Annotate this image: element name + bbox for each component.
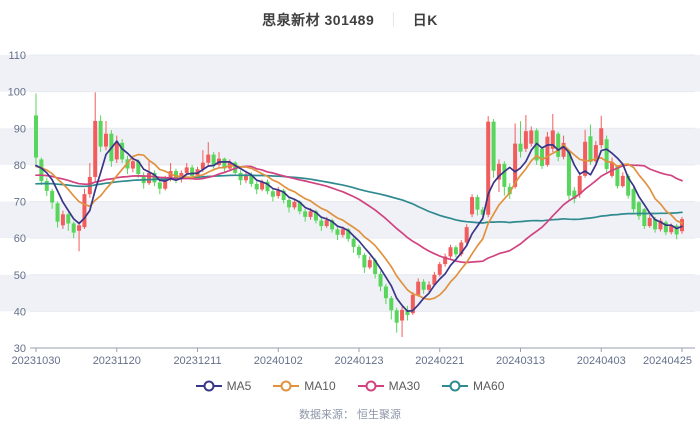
svg-text:20240221: 20240221 — [415, 355, 464, 367]
svg-text:20240425: 20240425 — [643, 355, 692, 367]
svg-text:110: 110 — [8, 50, 26, 62]
title-separator: ｜ — [386, 12, 401, 28]
legend-marker-ma60 — [442, 380, 469, 392]
legend-item-ma10[interactable]: MA10 — [273, 379, 336, 393]
legend-label: MA60 — [473, 379, 505, 393]
svg-text:40: 40 — [14, 306, 26, 318]
svg-text:100: 100 — [8, 87, 26, 99]
legend-label: MA10 — [304, 379, 336, 393]
svg-text:20240102: 20240102 — [254, 355, 303, 367]
data-source-note: 数据来源： 恒生聚源 — [298, 409, 402, 421]
kline-type-label: 日K — [412, 12, 438, 28]
y-axis-labels: 30 40 50 60 70 80 90 100 110 — [8, 50, 26, 355]
svg-text:70: 70 — [14, 197, 26, 209]
legend-item-ma30[interactable]: MA30 — [357, 379, 421, 393]
x-axis — [30, 347, 695, 352]
legend-marker-ma5 — [195, 380, 222, 392]
legend-item-ma60[interactable]: MA60 — [442, 379, 504, 393]
ma-line-ma30[interactable] — [35, 163, 683, 264]
ma-line-ma10[interactable] — [35, 144, 683, 301]
ma-line-ma60[interactable] — [35, 174, 683, 224]
svg-text:20240403: 20240403 — [577, 355, 626, 367]
candles[interactable] — [34, 92, 684, 338]
svg-text:20231030: 20231030 — [12, 355, 61, 367]
stock-title: 思泉新材 301489 — [262, 12, 375, 28]
ma-line-ma5[interactable] — [35, 140, 683, 313]
svg-text:80: 80 — [14, 160, 26, 172]
legend-item-ma5[interactable]: MA5 — [195, 379, 252, 393]
svg-text:20240313: 20240313 — [496, 355, 545, 367]
svg-text:20231211: 20231211 — [173, 355, 221, 367]
svg-text:90: 90 — [14, 123, 26, 135]
kline-chart[interactable]: 30 40 50 60 70 80 90 100 110 20231030 20231120 2023… — [0, 40, 700, 370]
svg-text:20231120: 20231120 — [93, 355, 141, 367]
svg-text:60: 60 — [14, 233, 26, 245]
legend-marker-ma10 — [273, 380, 300, 392]
legend-marker-ma30 — [357, 380, 384, 392]
x-axis-labels: 20231030 20231120 20231211 20240102 20240123… — [12, 355, 692, 367]
legend-label: MA30 — [388, 379, 421, 393]
chart-legend: MA5 MA10 MA30 MA60 — [0, 370, 700, 402]
legend-label: MA5 — [226, 379, 252, 393]
svg-text:20240123: 20240123 — [335, 355, 384, 367]
svg-text:30: 30 — [14, 343, 26, 355]
chart-title: 思泉新材 301489 ｜ 日K — [0, 0, 700, 40]
svg-text:50: 50 — [14, 270, 26, 282]
